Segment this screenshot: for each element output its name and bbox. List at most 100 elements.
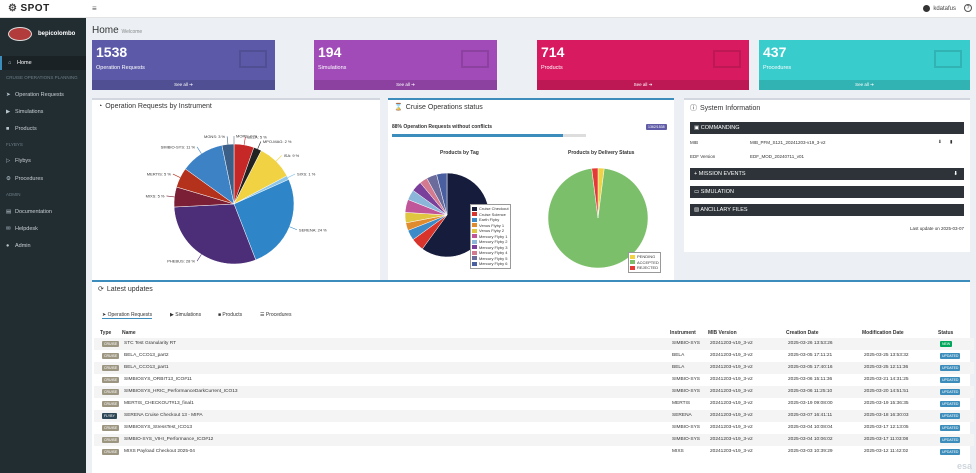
sidebar-item-admin[interactable]: ● Admin [0, 239, 86, 253]
progress-label: 88% Operation Requests without conflicts [392, 124, 493, 130]
commanding-section[interactable]: ▣ COMMANDING [690, 122, 964, 134]
delivery-slice-rejected[interactable] [591, 167, 599, 219]
tab-label: Simulations [175, 312, 202, 318]
table-row[interactable]: CRUISE SIMBIOSYS_HRIC_PerformanceDarkCurr… [94, 386, 974, 398]
legend-label: Mercury Flyby 6 [479, 261, 508, 266]
pie-label: BELA: 5 % [247, 134, 267, 139]
legend-item[interactable]: ACCEPTED [630, 260, 659, 266]
table-row[interactable]: CRUISE BELA_CCO13_part1 BELA 20241203-v19_3… [94, 362, 974, 374]
tab-procedures[interactable]: ☰ Procedures [260, 312, 291, 318]
see-all-link[interactable]: See all ➔ [537, 80, 749, 90]
table-row[interactable]: CRUISE MIXS Payload Checkout 2025-04 MIXS 2… [94, 446, 974, 458]
sidebar-item-flybys[interactable]: ▷ Flybys [0, 154, 86, 168]
sidebar-item-helpdesk[interactable]: ✉ Helpdesk [0, 222, 86, 236]
legend-item[interactable]: REJECTED [630, 265, 659, 271]
legend-item[interactable]: Mercury Flyby 3 [472, 245, 509, 251]
sidebar-item-procedures[interactable]: ⚙ Procedures [0, 172, 86, 186]
table-row[interactable]: CRUISE STC Test Granularity RT SIMBIO-SYS 2… [94, 338, 974, 350]
sidebar-item-simulations[interactable]: ▶ Simulations [0, 105, 86, 119]
sidebar-item-home[interactable]: ⌂ Home [0, 56, 86, 70]
brand-name: SPOT [20, 3, 50, 14]
sidebar-item-products[interactable]: ■ Products [0, 122, 86, 136]
table-row[interactable]: CRUISE MERTIS_CHECKOUT#13_final1 MERTIS 202… [94, 398, 974, 410]
file-icon[interactable]: ▮ [950, 139, 953, 144]
column-header-type[interactable]: Type [100, 330, 112, 336]
simulation-section[interactable]: ▭ SIMULATION [690, 186, 964, 198]
esa-watermark: esa [956, 461, 972, 471]
tile-simulations[interactable]: 194 Simulations See all ➔ [314, 40, 497, 90]
tab-simulations[interactable]: ▶ Simulations [170, 312, 201, 318]
user-menu[interactable]: kdatafus [923, 5, 956, 12]
legend-item[interactable]: Mercury Flyby 2 [472, 239, 509, 245]
legend-item[interactable]: Venus Flyby 2 [472, 228, 509, 234]
legend-item[interactable]: Mercury Flyby 5 [472, 256, 509, 262]
pie-label: SIXS: 1 % [297, 172, 316, 177]
user-avatar-icon [923, 5, 931, 12]
tile-products[interactable]: 714 Products See all ➔ [537, 40, 749, 90]
legend-item[interactable]: Venus Flyby 1 [472, 223, 509, 229]
legend-swatch [630, 260, 635, 265]
table-row[interactable]: CRUISE SIMBIOSYS_ORBIT13_ICO#11 SIMBIO-SYS… [94, 374, 974, 386]
cell-mib: 20241203-v19_3-v2 [710, 377, 753, 382]
table-row[interactable]: CRUISE SIMBIOSYS_StressTest_ICO13 SIMBIO-S… [94, 422, 974, 434]
menu-toggle-icon[interactable]: ≡ [92, 4, 97, 13]
satellite-icon: ⚙ [8, 3, 18, 14]
column-header-modification-date[interactable]: Modification Date [862, 330, 904, 336]
cell-mib: 20241203-v19_3-v2 [710, 365, 753, 370]
cell-instrument: SERENA [672, 413, 692, 418]
envelope-icon: ✉ [6, 226, 11, 232]
table-row[interactable]: CRUISE SIMBIO-SYS_VIHI_Performance_ICO#12… [94, 434, 974, 446]
cell-modified: 2025-03-20 14:51:51 [864, 389, 909, 394]
brand-logo[interactable]: ⚙ SPOT [8, 3, 50, 14]
folder-icon: ▨ [694, 207, 701, 213]
legend-item[interactable]: Earth Flyby [472, 217, 509, 223]
help-icon[interactable]: ? [964, 4, 972, 12]
cell-instrument: SIMBIO-SYS [672, 341, 700, 346]
instrument-slice-serena[interactable] [233, 179, 295, 261]
legend-swatch [630, 265, 635, 270]
cell-modified: 2025-03-12 11:42:02 [864, 449, 909, 454]
legend-item[interactable]: PENDING [630, 254, 659, 260]
download-icon[interactable]: ⬇ [938, 139, 942, 144]
tab-products[interactable]: ■ Products [218, 312, 242, 318]
table-row[interactable]: FLYBY SERENA Cruise Checkout 13 - MIPA SER… [94, 410, 974, 422]
tab-label: Products [222, 312, 243, 318]
instrument-slice-phebus[interactable] [173, 203, 257, 265]
cell-created: 2025-03-05 17:11:21 [788, 353, 833, 358]
legend-swatch [472, 261, 477, 266]
cell-created: 2025-03-06 15:11:36 [788, 377, 833, 382]
instrument-pie-chart: BELA: 5 %MPO-MAG: 2 % ISA: 9 % SIXS: 1 % SE… [146, 134, 327, 265]
legend-item[interactable]: Cruise Science [472, 212, 509, 218]
see-all-link[interactable]: See all ➔ [314, 80, 497, 90]
legend-item[interactable]: Mercury Flyby 4 [472, 250, 509, 256]
sidebar-item-operation-requests[interactable]: ➤ Operation Requests [0, 88, 86, 102]
tab-operation-requests[interactable]: ➤ Operation Requests [102, 312, 153, 319]
username: kdatafus [933, 6, 956, 13]
ancillary-files-section[interactable]: ▨ ANCILLARY FILES [690, 204, 964, 216]
column-header-status[interactable]: Status [938, 330, 954, 336]
column-header-mib-version[interactable]: MIB Version [708, 330, 737, 336]
column-header-creation-date[interactable]: Creation Date [786, 330, 819, 336]
see-all-link[interactable]: See all ➔ [92, 80, 275, 90]
tile-operation-requests[interactable]: 1538 Operation Requests See all ➔ [92, 40, 275, 90]
delivery-slice-accepted[interactable] [547, 168, 649, 269]
latest-updates-box: ⟳ Latest updates ➤ Operation Requests ▶ S… [92, 280, 974, 473]
ancillary-files-title: ANCILLARY FILES [700, 207, 748, 213]
sidebar-item-label: Home [17, 60, 32, 66]
legend-item[interactable]: Mercury Flyby 6 [472, 261, 509, 267]
sidebar-item-documentation[interactable]: ▤ Documentation [0, 205, 86, 219]
see-all-link[interactable]: See all ➔ [759, 80, 970, 90]
column-header-instrument[interactable]: Instrument [670, 330, 696, 336]
legend-item[interactable]: Cruise Checkout [472, 206, 509, 212]
tile-procedures[interactable]: 437 Procedures See all ➔ [759, 40, 970, 90]
mission-logo [8, 27, 32, 41]
table-row[interactable]: CRUISE BELA_CCO13_part2 BELA 20241203-v19_3… [94, 350, 974, 362]
legend-item[interactable]: Mercury Flyby 1 [472, 234, 509, 240]
download-icon[interactable]: ⬇ [953, 171, 958, 177]
play-icon: ▶ [170, 312, 176, 318]
paper-plane-icon: ➤ [102, 312, 108, 318]
column-header-name[interactable]: Name [122, 330, 136, 336]
tag-slice-mercury-flyby-6[interactable] [436, 172, 448, 216]
pie-label-line [287, 173, 296, 178]
mission-events-section[interactable]: + MISSION EVENTS ⬇ [690, 168, 964, 180]
